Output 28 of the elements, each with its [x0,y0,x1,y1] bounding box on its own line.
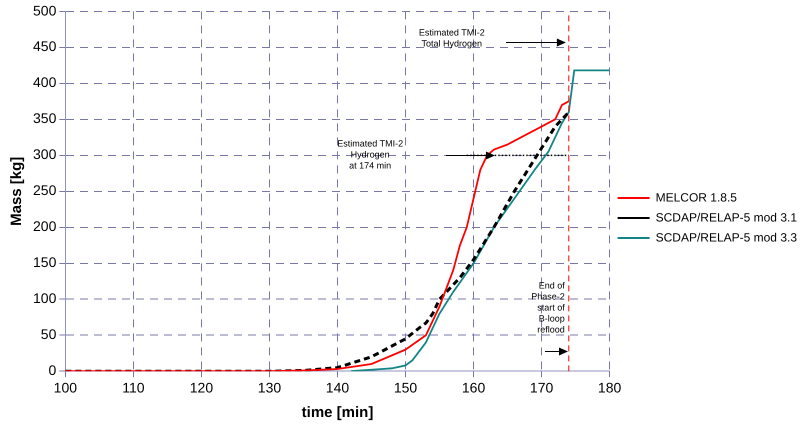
y-tick-label: 0 [48,362,57,378]
y-tick-label: 300 [33,146,57,162]
x-tick-label: 150 [394,379,418,396]
legend-label: MELCOR 1.8.5 [656,190,738,204]
x-axis-title: time [min] [302,404,374,422]
x-tick-label: 130 [258,379,282,396]
y-tick-label: 100 [33,290,57,306]
y-tick-label: 400 [33,74,57,90]
x-tick-label: 120 [190,379,214,396]
y-tick-label: 250 [33,182,57,198]
x-tick-label: 140 [326,379,350,396]
legend-label: SCDAP/RELAP-5 mod 3.1 [656,210,798,224]
annotation: Estimated TMI-2 Total Hydrogen [418,27,485,48]
x-tick-label: 180 [598,379,622,396]
y-axis-title: Mass [kg] [8,156,26,226]
y-tick-label: 150 [33,254,57,270]
y-tick-label: 350 [33,110,57,126]
x-tick-label: 170 [530,379,554,396]
y-tick-label: 450 [33,38,57,54]
x-tick-label: 100 [54,379,78,396]
legend-label: SCDAP/RELAP-5 mod 3.3 [656,230,798,244]
ref-line-label: End of Phase-2 start of B-loop reflood [531,280,566,335]
y-tick-label: 500 [33,2,57,18]
y-tick-label: 50 [40,326,57,342]
x-tick-label: 160 [462,379,486,396]
annotation: Estimated TMI-2 Hydrogen at 174 min [337,138,404,170]
y-tick-label: 200 [33,218,57,234]
x-tick-label: 110 [122,379,145,396]
